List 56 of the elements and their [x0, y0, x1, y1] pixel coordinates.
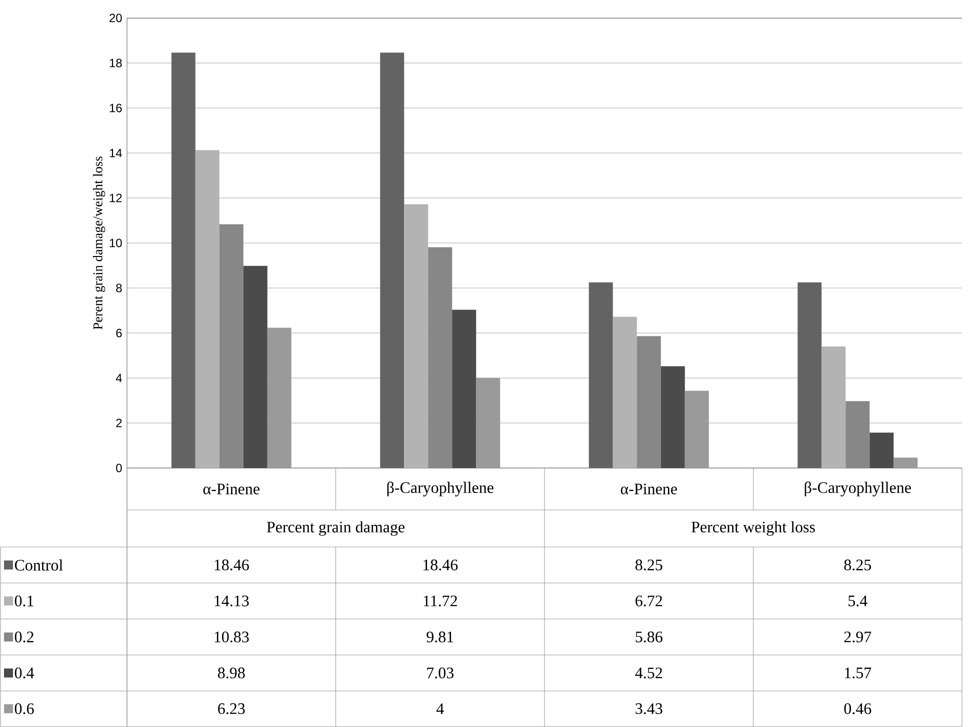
bar: [452, 310, 476, 468]
data-label: 1.57: [845, 668, 872, 678]
data-label: 11.72: [424, 596, 457, 606]
data-label: 18.46: [214, 560, 249, 570]
bar: [822, 346, 846, 468]
bar: [243, 266, 268, 468]
data-label: 4.52: [635, 668, 662, 678]
data-label: 3.43: [636, 703, 662, 714]
data-label: 18.46: [424, 560, 458, 570]
y-axis-title: Perent grain damage/weight loss: [92, 156, 106, 330]
data-label: 4: [436, 703, 444, 714]
y-tick-label: 0: [116, 464, 122, 472]
legend-label: 0.4: [14, 668, 34, 678]
bar: [636, 336, 661, 468]
x-tick-label: α-Pinene: [620, 484, 677, 494]
x-tick-label: β-Caryophyllene: [387, 482, 494, 496]
y-tick-label: 10: [110, 238, 122, 248]
text: Percent weight loss: [692, 521, 815, 536]
legend-label: 0.6: [14, 703, 34, 714]
data-label: 5.4: [848, 596, 868, 606]
legend-label: 0.1: [14, 596, 34, 606]
bar: [870, 432, 894, 468]
bar: [404, 204, 428, 468]
y-tick-label: 16: [110, 104, 122, 112]
bar: [428, 247, 452, 468]
data-label: 8.98: [218, 668, 245, 678]
bar: [660, 366, 685, 468]
bar: [612, 316, 637, 468]
data-label: 6.72: [636, 596, 662, 606]
data-label: 8.25: [844, 560, 872, 570]
y-tick-label: 20: [110, 14, 122, 22]
y-tick-label: 8: [116, 284, 122, 292]
y-tick-label: 2: [116, 418, 122, 428]
x-tick-label: α-Pinene: [203, 484, 260, 494]
data-label: 9.81: [426, 632, 454, 642]
bar: [894, 458, 918, 468]
data-label: 8.25: [635, 560, 662, 570]
bar: [846, 401, 870, 468]
y-tick-label: 14: [110, 148, 122, 158]
bar: [195, 150, 220, 468]
bar: [219, 224, 244, 468]
y-tick-label: 6: [116, 328, 122, 338]
x-tick-label: β-Caryophyllene: [804, 482, 911, 496]
y-tick-label: 18: [110, 58, 122, 68]
legend-label: Control: [14, 559, 63, 571]
data-label: 0.46: [844, 703, 872, 714]
data-label: 10.83: [214, 632, 249, 642]
text: Percent grain damage: [266, 521, 405, 536]
y-tick-label: 12: [110, 194, 122, 202]
data-label: 2.97: [844, 632, 872, 642]
data-label: 7.03: [427, 668, 454, 678]
data-label: 14.13: [214, 596, 249, 606]
legend-label: 0.2: [14, 632, 34, 642]
data-label: 6.23: [218, 703, 245, 714]
data-label: 5.86: [636, 632, 662, 642]
y-tick-label: 4: [116, 374, 122, 382]
